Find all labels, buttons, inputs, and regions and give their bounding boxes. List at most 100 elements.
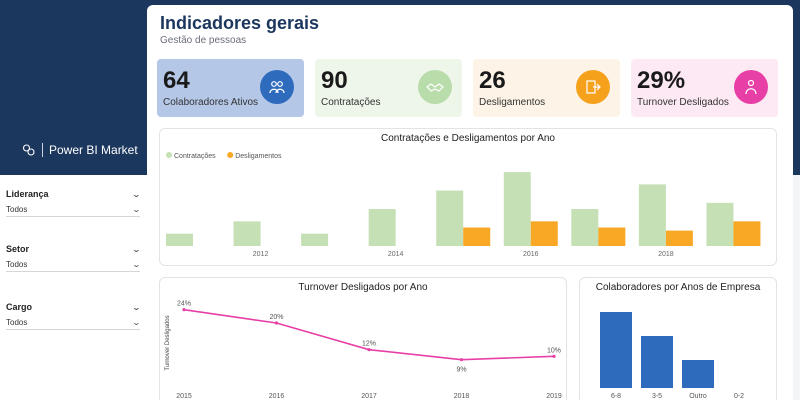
x-tick-label: 2016 — [523, 251, 539, 258]
bar-desligamentos — [598, 227, 626, 246]
data-label: 10% — [547, 347, 561, 354]
filter-setor: Setor ⌄ Todos ⌄ — [6, 242, 142, 272]
bar-contratações — [571, 209, 599, 246]
filter-value: Todos — [6, 205, 28, 214]
chevron-down-icon[interactable]: ⌄ — [131, 318, 142, 327]
legend-label: Desligamentos — [235, 153, 282, 160]
x-tick-label: 2018 — [454, 393, 470, 400]
exit-icon — [576, 70, 610, 104]
line-chart-turnover: Turnover Desligados 24% 2015 20% 2016 12% 2017… — [165, 301, 562, 400]
legend-marker — [166, 152, 172, 158]
x-tick-label: 2012 — [253, 251, 269, 258]
bar-anos-empresa — [682, 360, 714, 388]
kpi-label: Turnover Desligados — [637, 97, 729, 108]
chart-title: Contratações e Desligamentos por Ano — [381, 133, 555, 144]
bar-contratações — [301, 233, 329, 246]
kpi-label: Contratações — [321, 97, 381, 108]
data-label: 12% — [362, 341, 376, 348]
filter-sidebar — [0, 175, 147, 400]
x-tick-label: 2016 — [269, 393, 285, 400]
bar-anos-empresa — [641, 336, 673, 388]
x-tick-label: 2018 — [658, 251, 674, 258]
chart-turnover: Turnover Desligados por Ano Turnover Des… — [159, 277, 567, 400]
bar-desligamentos — [733, 221, 761, 246]
chart-title: Turnover Desligados por Ano — [298, 282, 428, 293]
chevron-down-icon[interactable]: ⌄ — [131, 302, 142, 312]
bar-contratações — [638, 184, 666, 246]
data-point — [552, 354, 556, 358]
brand-separator — [42, 143, 43, 157]
filter-value: Todos — [6, 318, 28, 327]
chart-title: Colaboradores por Anos de Empresa — [595, 282, 761, 293]
x-tick-label: 6-8 — [611, 393, 621, 400]
chevron-down-icon[interactable]: ⌄ — [131, 244, 142, 254]
page-title: Indicadores gerais — [160, 13, 320, 33]
handshake-icon — [418, 70, 452, 104]
chevron-down-icon[interactable]: ⌄ — [131, 205, 142, 214]
bar-desligamentos — [530, 221, 558, 246]
bar-contratações — [436, 190, 464, 246]
x-tick-label: Outro — [689, 393, 707, 400]
kpi-card-colaboradores[interactable]: 64 Colaboradores Ativos — [157, 59, 304, 117]
kpi-label: Desligamentos — [479, 97, 546, 108]
bar-chart-anos-empresa: 6-8 3-5 Outro 0-2 — [600, 312, 744, 400]
data-label: 24% — [177, 301, 191, 308]
brand: Power BI Market — [22, 143, 138, 157]
kpi-value: 29% — [637, 67, 686, 94]
x-tick-label: 3-5 — [652, 393, 662, 400]
bar-chart-contratacoes: Contratações Desligamentos 2012 2014 2016 201… — [166, 152, 761, 258]
filter-dropdown[interactable]: Todos ⌄ — [6, 316, 142, 330]
bar-desligamentos — [665, 230, 693, 246]
kpi-value: 64 — [163, 67, 190, 94]
infinity-logo-icon — [22, 144, 35, 156]
data-point — [182, 308, 186, 312]
legend-label: Contratações — [174, 153, 216, 160]
filter-lideranca: Liderança ⌄ Todos ⌄ — [6, 187, 142, 217]
dashboard-canvas: Indicadores gerais Gestão de pessoas 64 … — [147, 5, 793, 400]
x-tick-label: 2014 — [388, 251, 404, 258]
kpi-value: 90 — [321, 67, 348, 94]
chart-anos-empresa: Colaboradores por Anos de Empresa 6-8 3-5… — [579, 277, 777, 400]
people-icon — [260, 70, 294, 104]
bar-contratações — [368, 209, 396, 246]
x-tick-label: 2015 — [176, 393, 192, 400]
filter-dropdown[interactable]: Todos ⌄ — [6, 258, 142, 272]
kpi-label: Colaboradores Ativos — [163, 97, 259, 108]
y-axis-label: Turnover Desligados — [165, 315, 171, 370]
page-subtitle: Gestão de pessoas — [160, 35, 247, 46]
chevron-down-icon[interactable]: ⌄ — [131, 189, 142, 199]
kpi-card-contratacoes[interactable]: 90 Contratações — [315, 59, 462, 117]
data-point — [367, 348, 371, 352]
bar-contratações — [503, 172, 531, 246]
data-point — [459, 358, 464, 362]
kpi-card-desligamentos[interactable]: 26 Desligamentos — [473, 59, 620, 117]
chart-contratacoes-desligamentos: Contratações e Desligamentos por Ano Con… — [159, 128, 777, 266]
kpi-card-turnover[interactable]: 29% Turnover Desligados — [631, 59, 778, 117]
bar-anos-empresa — [600, 312, 632, 388]
filter-label[interactable]: Liderança ⌄ — [6, 187, 142, 201]
filter-cargo: Cargo ⌄ Todos ⌄ — [6, 300, 142, 330]
series-line — [183, 308, 555, 361]
person-icon — [734, 70, 768, 104]
data-point — [274, 321, 279, 325]
bar-contratações — [233, 221, 261, 246]
x-tick-label: 2019 — [546, 393, 562, 400]
filter-label[interactable]: Setor ⌄ — [6, 242, 142, 256]
bar-desligamentos — [463, 227, 491, 246]
x-tick-label: 0-2 — [734, 393, 744, 400]
filter-label[interactable]: Cargo ⌄ — [6, 300, 142, 314]
data-label: 20% — [269, 314, 283, 321]
filter-label-text: Liderança — [6, 189, 49, 199]
bar-contratações — [166, 233, 193, 246]
brand-name: Power BI Market — [49, 143, 138, 157]
filter-label-text: Setor — [6, 244, 30, 254]
filter-dropdown[interactable]: Todos ⌄ — [6, 203, 142, 217]
x-tick-label: 2017 — [361, 393, 377, 400]
bar-contratações — [706, 202, 734, 246]
filter-value: Todos — [6, 260, 28, 269]
kpi-value: 26 — [479, 67, 506, 94]
data-label: 9% — [456, 367, 466, 374]
filter-label-text: Cargo — [6, 302, 33, 312]
chevron-down-icon[interactable]: ⌄ — [131, 260, 142, 269]
legend-marker — [227, 152, 234, 158]
